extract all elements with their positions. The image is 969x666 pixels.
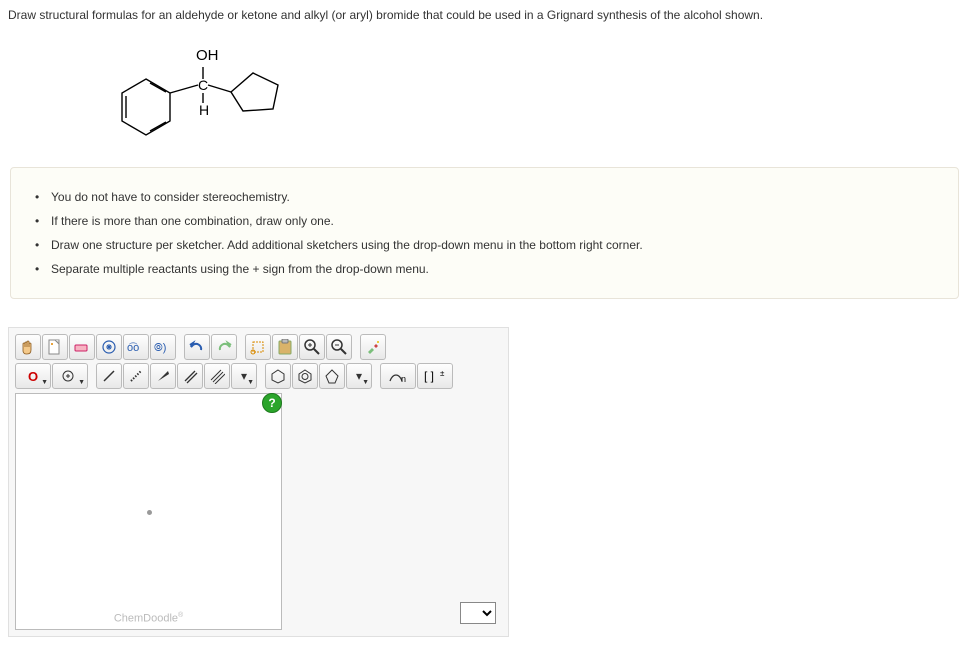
sketcher-panel: o͡o ⦾) O▼▼ ▾▼ ▾▼ n [ ] ± ? ChemDoodle® [8, 327, 509, 637]
cyclopentane-icon[interactable] [319, 363, 345, 389]
add-sketcher-dropdown[interactable] [460, 602, 496, 624]
single-bond-icon[interactable] [96, 363, 122, 389]
chemdoodle-watermark: ChemDoodle® [114, 612, 183, 625]
question-text: Draw structural formulas for an aldehyde… [8, 8, 961, 22]
instruction-item: You do not have to consider stereochemis… [35, 188, 940, 206]
bond-drop-icon[interactable]: ▾▼ [231, 363, 257, 389]
c-label: C [198, 77, 208, 93]
benzene-icon[interactable] [292, 363, 318, 389]
lasso-icon[interactable]: o͡o [123, 334, 149, 360]
product-structure: OH C H [98, 37, 298, 147]
toolbar-top: o͡o ⦾) [15, 334, 502, 360]
clear-icon[interactable] [96, 334, 122, 360]
recessed-bond-icon[interactable] [123, 363, 149, 389]
undo-icon[interactable] [184, 334, 210, 360]
eraser-icon[interactable] [69, 334, 95, 360]
paste-icon[interactable] [272, 334, 298, 360]
document-icon[interactable] [42, 334, 68, 360]
redo-icon[interactable] [211, 334, 237, 360]
svg-text:o͡o: o͡o [127, 342, 139, 354]
instruction-item: Separate multiple reactants using the + … [35, 260, 940, 278]
cut-icon[interactable] [245, 334, 271, 360]
instructions-panel: You do not have to consider stereochemis… [10, 167, 959, 299]
triple-bond-icon[interactable] [204, 363, 230, 389]
ring-drop-icon[interactable]: ▾▼ [346, 363, 372, 389]
zoom-in-icon[interactable] [299, 334, 325, 360]
svg-text:±: ± [440, 369, 445, 378]
wedge-bond-icon[interactable] [150, 363, 176, 389]
instruction-item: If there is more than one combination, d… [35, 212, 940, 230]
double-bond-icon[interactable] [177, 363, 203, 389]
charge-button[interactable]: ▼ [52, 363, 88, 389]
element-button[interactable]: O▼ [15, 363, 51, 389]
zoom-out-icon[interactable] [326, 334, 352, 360]
canvas-start-dot [147, 510, 152, 515]
instructions-list: You do not have to consider stereochemis… [35, 188, 940, 278]
oh-label: OH [196, 47, 219, 64]
cyclohexane-icon[interactable] [265, 363, 291, 389]
hand-icon[interactable] [15, 334, 41, 360]
toolbar-bottom: O▼▼ ▾▼ ▾▼ n [ ] ± [15, 363, 502, 389]
svg-text:[ ]: [ ] [424, 369, 434, 383]
sketcher-canvas[interactable]: ? ChemDoodle® [15, 393, 282, 630]
svg-text:⦾): ⦾) [154, 342, 166, 354]
help-icon[interactable]: ? [262, 393, 282, 413]
bracket-button[interactable]: [ ] ± [417, 363, 453, 389]
h-label: H [199, 102, 209, 118]
svg-text:n: n [401, 374, 406, 384]
clean-icon[interactable] [360, 334, 386, 360]
instruction-item: Draw one structure per sketcher. Add add… [35, 236, 940, 254]
marquee-icon[interactable]: ⦾) [150, 334, 176, 360]
label-button[interactable]: n [380, 363, 416, 389]
